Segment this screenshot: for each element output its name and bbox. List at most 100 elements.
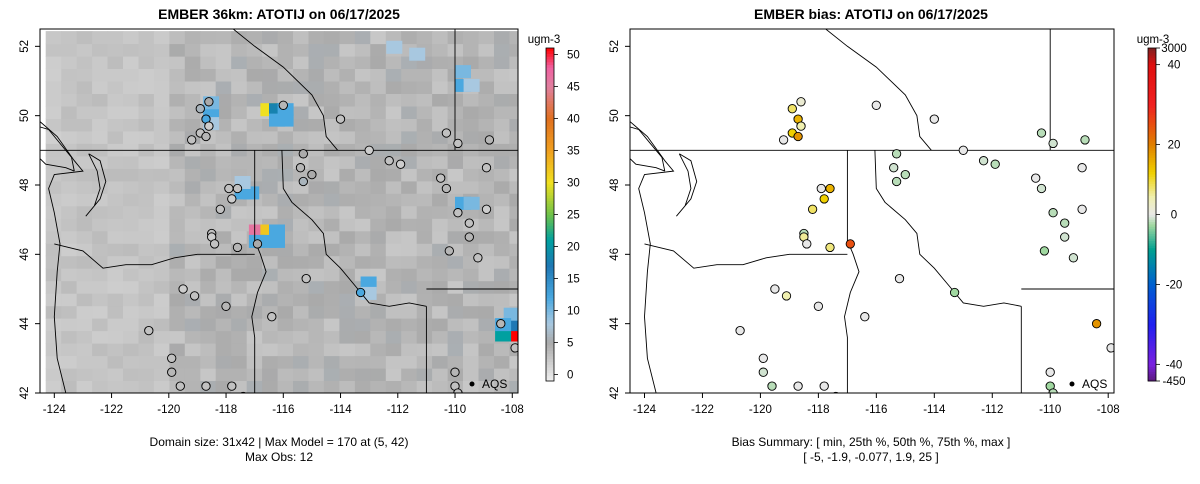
colorbar-segment — [546, 297, 554, 301]
model-cell — [76, 155, 93, 169]
model-cell — [432, 93, 449, 107]
model-cell — [509, 106, 518, 119]
model-cell — [494, 106, 510, 119]
model-cell — [308, 130, 325, 144]
boundary-wa_or — [644, 243, 848, 269]
left-panel: EMBER 36km: ATOTIJ on 06/17/2025 -124 -12… — [19, 6, 580, 464]
model-cell — [92, 168, 109, 182]
model-cell — [138, 305, 155, 319]
model-cell — [478, 168, 495, 182]
model-cell — [401, 93, 418, 107]
model-cell — [525, 368, 541, 381]
model-cell — [293, 293, 309, 307]
model-cell — [138, 130, 155, 144]
model-cell — [308, 193, 325, 207]
model-cell — [61, 293, 78, 307]
model-cell — [107, 293, 124, 307]
model-cell — [323, 305, 340, 319]
monitor-site — [990, 159, 1000, 169]
model-cell — [509, 43, 518, 57]
model-cell — [339, 168, 356, 182]
y-tick-label: 42 — [609, 387, 621, 400]
model-cell — [339, 280, 356, 294]
model-cell — [478, 218, 495, 232]
colorbar-tick-label: 0 — [1171, 210, 1177, 222]
monitor-site — [1036, 128, 1047, 138]
monitor-site — [295, 163, 306, 173]
model-cell — [293, 193, 309, 207]
monitor-site — [1080, 135, 1090, 145]
left-model-grid — [45, 31, 541, 393]
colorbar-segment — [546, 48, 554, 52]
model-cell — [478, 193, 495, 207]
model-cell — [184, 243, 201, 257]
model-cell — [61, 343, 78, 357]
colorbar-segment — [1148, 83, 1156, 87]
model-cell — [478, 230, 495, 244]
model-cell — [61, 255, 78, 269]
model-cell — [138, 218, 155, 232]
model-cell — [92, 205, 109, 219]
boundary-puget — [85, 153, 107, 217]
colorbar-segment — [546, 120, 554, 124]
colorbar-segment — [1148, 193, 1156, 196]
model-cell — [354, 180, 371, 194]
model-cell — [215, 168, 232, 182]
model-cell — [123, 330, 139, 344]
model-cell — [277, 368, 294, 381]
colorbar-segment — [1148, 307, 1156, 311]
x-tick-label: -110 — [1039, 404, 1061, 416]
monitor-site — [889, 163, 899, 173]
colorbar-segment — [546, 114, 554, 118]
model-cell — [370, 368, 387, 381]
colorbar-segment — [1148, 90, 1156, 94]
model-cell — [354, 230, 371, 244]
model-cell — [401, 168, 418, 182]
colorbar-segment — [546, 211, 554, 215]
model-cell — [447, 155, 464, 169]
monitor-site — [175, 381, 185, 391]
monitor-site — [900, 169, 910, 180]
colorbar-segment — [546, 186, 554, 190]
colorbar-segment — [1148, 264, 1156, 268]
model-cell — [76, 81, 93, 94]
colorbar-segment — [546, 256, 554, 260]
model-cell — [509, 155, 518, 169]
model-cell — [45, 56, 62, 69]
colorbar-segment — [1148, 366, 1156, 370]
model-cell — [293, 205, 309, 219]
monitor-site — [949, 287, 960, 298]
model-cell — [200, 218, 217, 232]
colorbar-segment — [546, 328, 554, 332]
model-cell — [107, 31, 124, 45]
model-cell — [370, 355, 387, 369]
colorbar-tick-label: 40 — [567, 113, 580, 125]
model-cell — [308, 243, 325, 257]
x-tick-label: -116 — [865, 404, 887, 416]
model-cell — [401, 81, 418, 94]
model-cell — [385, 355, 402, 369]
colorbar-segment — [546, 181, 554, 185]
model-cell — [447, 106, 464, 119]
monitor-site — [825, 183, 835, 194]
model-hotspot-cell — [463, 196, 480, 210]
model-cell — [76, 280, 93, 294]
model-cell — [370, 93, 387, 107]
model-cell — [339, 43, 356, 57]
model-cell — [308, 355, 325, 369]
model-cell — [354, 106, 371, 119]
model-cell — [246, 31, 263, 45]
colorbar-segment — [1148, 107, 1156, 111]
monitor-site — [1031, 173, 1041, 183]
colorbar-segment — [546, 59, 554, 63]
model-cell — [478, 43, 495, 57]
model-cell — [308, 280, 325, 294]
colorbar-segment — [546, 275, 554, 279]
colorbar-segment — [1148, 371, 1156, 375]
model-cell — [92, 268, 109, 282]
model-cell — [416, 230, 433, 244]
model-cell — [169, 293, 186, 307]
monitor-site — [1060, 218, 1070, 228]
model-cell — [61, 218, 78, 232]
model-cell — [494, 343, 510, 357]
